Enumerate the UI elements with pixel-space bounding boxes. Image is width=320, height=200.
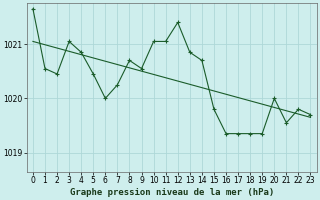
X-axis label: Graphe pression niveau de la mer (hPa): Graphe pression niveau de la mer (hPa) bbox=[69, 188, 274, 197]
